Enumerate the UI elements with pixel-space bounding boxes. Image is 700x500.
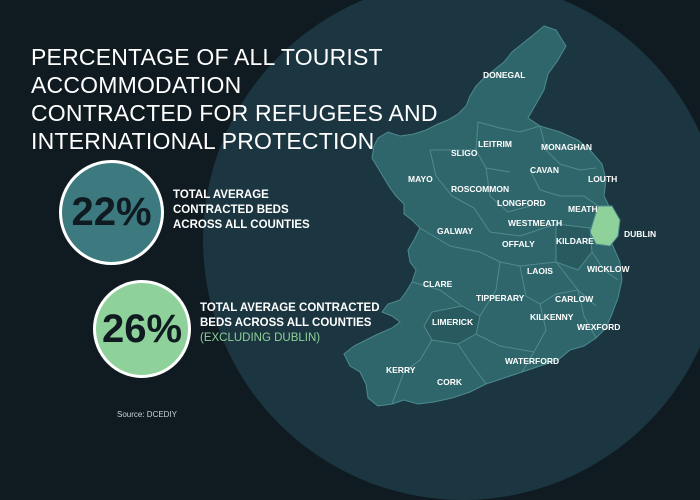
stat-note: (EXCLUDING DUBLIN) (200, 332, 321, 344)
county-label: CORK (437, 377, 463, 387)
stat-line: ACROSS ALL COUNTIES (173, 219, 310, 231)
county-label: MEATH (568, 204, 598, 214)
county-label: KERRY (386, 365, 416, 375)
kildare-county (555, 223, 593, 271)
county-label: CARLOW (555, 294, 594, 304)
county-labels: DONEGAL SLIGO LEITRIM MONAGHAN MAYO CAVA… (386, 70, 656, 387)
county-label: TIPPERARY (476, 293, 525, 303)
limerick-county (423, 305, 481, 345)
county-label: LONGFORD (497, 198, 546, 208)
page-title: PERCENTAGE OF ALL TOURIST ACCOMMODATION … (31, 43, 451, 155)
ireland-map: DONEGAL SLIGO LEITRIM MONAGHAN MAYO CAVA… (343, 25, 656, 407)
county-label: WATERFORD (505, 356, 559, 366)
county-label: MAYO (408, 174, 433, 184)
stat-line: TOTAL AVERAGE CONTRACTED (200, 302, 380, 314)
stat-description-all-counties: TOTAL AVERAGE CONTRACTED BEDS ACROSS ALL… (173, 188, 310, 233)
county-label: DUBLIN (624, 229, 656, 239)
county-borders (391, 121, 619, 405)
title-line: CONTRACTED FOR REFUGEES AND (31, 100, 438, 126)
county-label: LOUTH (588, 174, 617, 184)
county-label: MONAGHAN (541, 142, 592, 152)
county-label: WICKLOW (587, 264, 630, 274)
stat-description-excluding-dublin: TOTAL AVERAGE CONTRACTED BEDS ACROSS ALL… (200, 301, 380, 346)
county-label: WEXFORD (577, 322, 620, 332)
county-label: KILDARE (556, 236, 594, 246)
stat-line: CONTRACTED BEDS (173, 204, 289, 216)
stat-line: BEDS ACROSS ALL COUNTIES (200, 317, 372, 329)
county-label: WESTMEATH (508, 218, 562, 228)
stat-value: 22% (71, 190, 152, 234)
county-label: CLARE (423, 279, 453, 289)
county-label: ROSCOMMON (451, 184, 509, 194)
stat-circle-excluding-dublin: 26% (93, 280, 191, 378)
stat-value: 26% (101, 306, 183, 351)
title-line: INTERNATIONAL PROTECTION (31, 128, 375, 154)
county-label: SLIGO (451, 148, 478, 158)
source-note: Source: DCEDIY (117, 410, 178, 419)
county-label: LIMERICK (432, 317, 474, 327)
county-label: CAVAN (530, 165, 559, 175)
ireland-island (343, 25, 623, 407)
title-line: PERCENTAGE OF ALL TOURIST ACCOMMODATION (31, 44, 383, 98)
county-label: OFFALY (502, 239, 535, 249)
county-label: DONEGAL (483, 70, 526, 80)
stat-line: TOTAL AVERAGE (173, 189, 269, 201)
county-label: LAOIS (527, 266, 553, 276)
stat-circle-all-counties: 22% (59, 160, 164, 265)
county-label: GALWAY (437, 226, 473, 236)
county-label: LEITRIM (478, 139, 512, 149)
county-label: KILKENNY (530, 312, 574, 322)
